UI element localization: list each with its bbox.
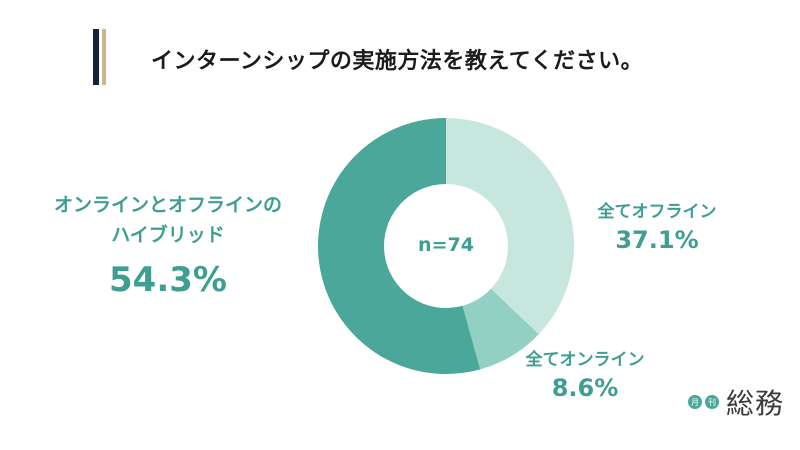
hybrid-percent: 54.3%: [109, 260, 227, 300]
hybrid-name-line2: ハイブリッド: [111, 224, 225, 246]
sample-size-label: n=74: [418, 234, 474, 256]
slice-online: [462, 288, 539, 370]
logo-badge-2: 刊: [705, 395, 719, 409]
hybrid-name-line1: オンラインとオフラインの: [53, 194, 282, 216]
chart-title: インターンシップの実施方法を教えてください。: [151, 49, 644, 74]
offline-label: 全てオフライン 37.1%: [582, 200, 732, 256]
hybrid-label: オンラインとオフラインの ハイブリッド 54.3%: [28, 190, 308, 302]
publisher-logo: 月 刊 総務: [688, 382, 784, 422]
online-label: 全てオンライン 8.6%: [510, 348, 660, 404]
online-percent: 8.6%: [551, 374, 619, 402]
offline-name: 全てオフライン: [597, 202, 717, 222]
logo-badge-1: 月: [688, 395, 702, 409]
title-accent-bar: [93, 29, 99, 85]
slice-hybrid: [317, 118, 481, 374]
offline-percent: 37.1%: [615, 226, 699, 254]
slice-offline: [446, 118, 575, 335]
logo-wordmark: 総務: [726, 387, 785, 420]
title-accent-bar-secondary: [102, 29, 106, 85]
online-name: 全てオンライン: [525, 350, 645, 370]
